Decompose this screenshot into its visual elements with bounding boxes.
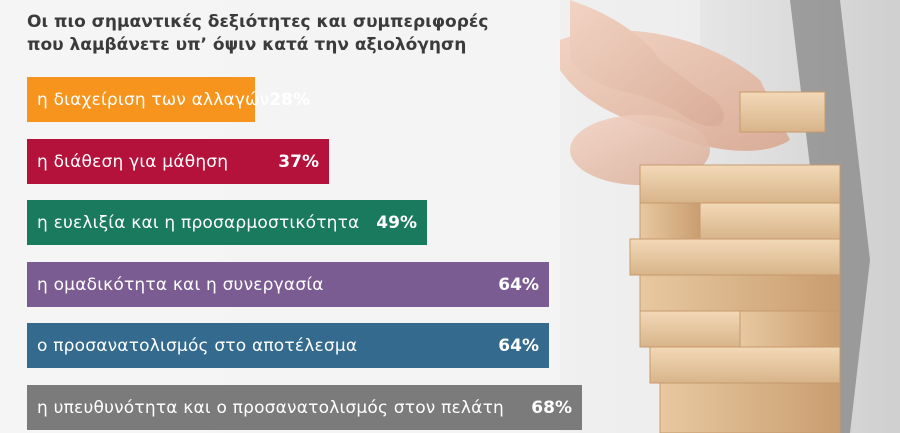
bar-label-4: η ομαδικότητα και η συνεργασία — [37, 274, 324, 295]
bar-6: η υπευθυνότητα και ο προσανατολισμός στο… — [27, 385, 582, 430]
chart-title-line-2: που λαμβάνετε υπ’ όψιν κατά την αξιολόγη… — [27, 35, 467, 55]
chart-title-line-1: Οι πιο σημαντικές δεξιότητες και συμπερι… — [27, 12, 489, 32]
bar-label-2: η διάθεση για μάθηση — [37, 151, 229, 172]
bar-1: η διαχείριση των αλλαγών 28% — [27, 77, 310, 122]
bar-value-1: 28% — [269, 89, 310, 110]
bar-label-1: η διαχείριση των αλλαγών — [37, 89, 270, 110]
bar-2: η διάθεση για μάθηση 37% — [27, 139, 329, 184]
bar-value-2: 37% — [278, 151, 319, 172]
bar-label-6: η υπευθυνότητα και ο προσανατολισμός στο… — [37, 397, 504, 418]
bar-value-3: 49% — [376, 212, 417, 233]
bar-label-3: η ευελιξία και η προσαρμοστικότητα — [37, 212, 360, 233]
chart-title: Οι πιο σημαντικές δεξιότητες και συμπερι… — [27, 11, 547, 57]
bar-5: ο προσανατολισμός στο αποτέλεσμα 64% — [27, 323, 549, 368]
bar-4: η ομαδικότητα και η συνεργασία 64% — [27, 262, 549, 307]
bar-label-5: ο προσανατολισμός στο αποτέλεσμα — [37, 335, 358, 356]
bar-value-6: 68% — [531, 397, 572, 418]
bar-value-4: 64% — [498, 274, 539, 295]
bar-value-5: 64% — [498, 335, 539, 356]
bar-3: η ευελιξία και η προσαρμοστικότητα 49% — [27, 200, 427, 245]
